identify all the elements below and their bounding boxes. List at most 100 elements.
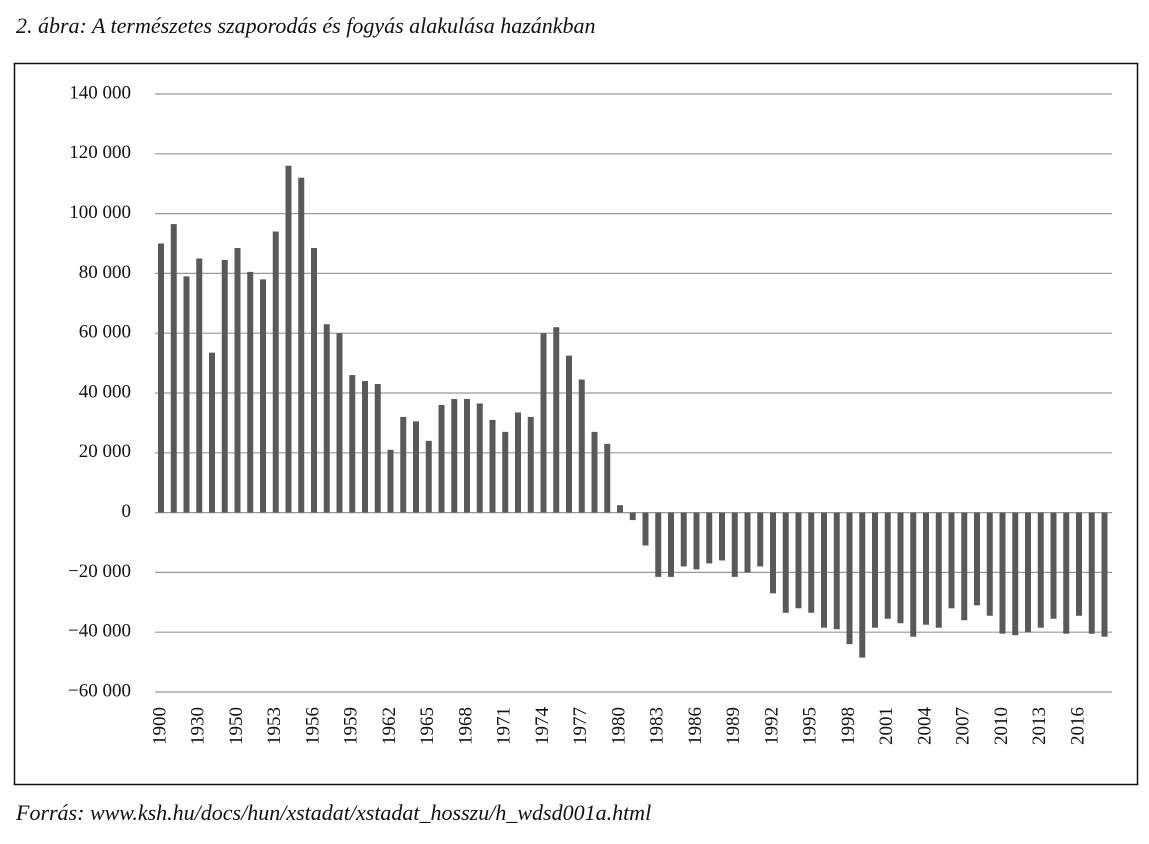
bar <box>464 398 470 513</box>
bar <box>935 512 942 628</box>
bar <box>1012 512 1019 636</box>
x-tick-label: 2013 <box>1029 707 1050 745</box>
frame <box>13 62 1139 786</box>
bar <box>336 333 343 513</box>
bar <box>1063 512 1070 634</box>
bar <box>821 512 827 628</box>
bar <box>566 355 572 513</box>
bar <box>757 512 764 567</box>
chart-title: 2. ábra: A természetes szaporodás és fog… <box>16 13 596 38</box>
bar <box>323 324 330 513</box>
bar <box>948 512 955 609</box>
y-tick-label: −40 000 <box>68 621 131 642</box>
bar <box>961 512 968 621</box>
y-tick-label: −20 000 <box>68 561 131 582</box>
bar <box>540 333 547 513</box>
bar <box>629 512 636 521</box>
bar <box>578 379 585 513</box>
x-tick-label: 1962 <box>379 707 400 745</box>
bar <box>642 512 649 546</box>
y-tick-label: 140 000 <box>69 82 131 103</box>
x-tick-label: 1986 <box>685 707 706 745</box>
x-tick-label: 1956 <box>302 707 323 745</box>
x-tick-label: 1989 <box>723 707 744 745</box>
y-tick-label: 120 000 <box>69 142 131 163</box>
bar <box>196 258 203 513</box>
bar <box>719 512 725 561</box>
source-note: Forrás: www.ksh.hu/docs/hun/xstadat/xsta… <box>15 800 651 825</box>
x-tick-label: 2007 <box>953 707 974 745</box>
x-tick-label: 1983 <box>647 707 668 745</box>
y-tick-label: 40 000 <box>79 381 131 402</box>
bar <box>374 384 381 513</box>
bar <box>260 279 266 513</box>
bar <box>884 512 891 619</box>
x-tick-label: 2016 <box>1067 707 1088 745</box>
bar <box>617 505 623 513</box>
bar <box>782 512 789 613</box>
bar <box>859 512 866 658</box>
bar <box>247 271 254 513</box>
bar <box>476 403 483 513</box>
bar <box>158 243 164 513</box>
y-tick-label: −60 000 <box>68 680 131 701</box>
y-tick-label: 80 000 <box>79 262 131 283</box>
x-tick-label: 2001 <box>876 707 897 745</box>
bar <box>387 449 394 513</box>
bar <box>438 404 445 513</box>
x-tick-label: 1968 <box>455 707 476 745</box>
bar <box>170 224 177 513</box>
bar <box>451 398 458 513</box>
bar <box>234 247 241 513</box>
bar <box>553 327 560 513</box>
bar <box>744 512 751 573</box>
bar <box>731 512 738 577</box>
x-tick-label: 1995 <box>800 707 821 745</box>
x-tick-label: 1992 <box>761 707 782 745</box>
bar <box>1076 512 1082 616</box>
bar <box>489 419 496 513</box>
bar <box>668 512 674 577</box>
bar <box>999 512 1006 634</box>
bar <box>209 352 215 513</box>
bar <box>272 231 279 513</box>
bar <box>1088 512 1095 634</box>
bar <box>362 381 368 513</box>
bar <box>1037 512 1044 628</box>
bar <box>400 416 407 513</box>
bar <box>897 512 904 624</box>
bar <box>986 512 993 616</box>
x-tick-label: 1974 <box>532 707 553 746</box>
bar <box>1101 512 1108 637</box>
x-tick-label: 1971 <box>494 707 515 745</box>
bar <box>183 276 190 513</box>
bar <box>693 512 700 570</box>
x-tick-label: 1998 <box>838 707 859 745</box>
bar <box>655 512 662 577</box>
bar <box>795 512 802 609</box>
bar <box>604 443 611 513</box>
bar <box>770 512 776 594</box>
bar <box>974 512 980 606</box>
x-tick-label: 1950 <box>226 707 247 745</box>
x-tick-label: 1965 <box>417 707 438 745</box>
bar <box>527 416 534 513</box>
x-tick-label: 1953 <box>264 707 285 745</box>
x-tick-label: 1959 <box>341 707 362 745</box>
bar <box>872 512 878 628</box>
y-tick-label: 60 000 <box>79 322 131 343</box>
y-tick-label: 100 000 <box>69 202 131 223</box>
bar <box>808 512 815 613</box>
bar <box>1050 512 1057 619</box>
bar <box>349 375 356 513</box>
bar <box>591 431 598 513</box>
x-tick-label: 1980 <box>608 707 629 745</box>
x-tick-label: 1977 <box>570 707 591 745</box>
y-tick-label: 0 <box>122 501 132 522</box>
x-tick-label: 2010 <box>991 707 1012 745</box>
bar <box>502 431 509 513</box>
bar <box>1025 512 1031 633</box>
bar <box>515 412 521 513</box>
bar <box>923 512 929 625</box>
